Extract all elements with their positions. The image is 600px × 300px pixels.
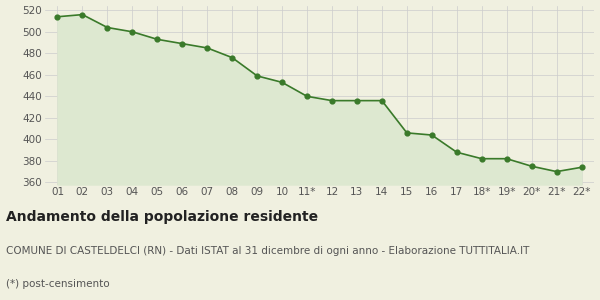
Point bbox=[277, 80, 287, 85]
Point bbox=[352, 98, 362, 103]
Point bbox=[253, 74, 262, 78]
Point bbox=[477, 156, 487, 161]
Text: Andamento della popolazione residente: Andamento della popolazione residente bbox=[6, 210, 318, 224]
Point bbox=[377, 98, 386, 103]
Text: COMUNE DI CASTELDELCI (RN) - Dati ISTAT al 31 dicembre di ogni anno - Elaborazio: COMUNE DI CASTELDELCI (RN) - Dati ISTAT … bbox=[6, 246, 529, 256]
Text: (*) post-censimento: (*) post-censimento bbox=[6, 279, 110, 289]
Point bbox=[452, 150, 461, 154]
Point bbox=[152, 37, 162, 42]
Point bbox=[178, 41, 187, 46]
Point bbox=[53, 14, 62, 19]
Point bbox=[327, 98, 337, 103]
Point bbox=[577, 165, 586, 170]
Point bbox=[202, 46, 212, 50]
Point bbox=[302, 94, 312, 99]
Point bbox=[77, 12, 87, 17]
Point bbox=[227, 55, 237, 60]
Point bbox=[402, 130, 412, 135]
Point bbox=[502, 156, 511, 161]
Point bbox=[527, 164, 536, 169]
Point bbox=[128, 29, 137, 34]
Point bbox=[427, 133, 437, 137]
Point bbox=[552, 169, 562, 174]
Point bbox=[103, 25, 112, 30]
